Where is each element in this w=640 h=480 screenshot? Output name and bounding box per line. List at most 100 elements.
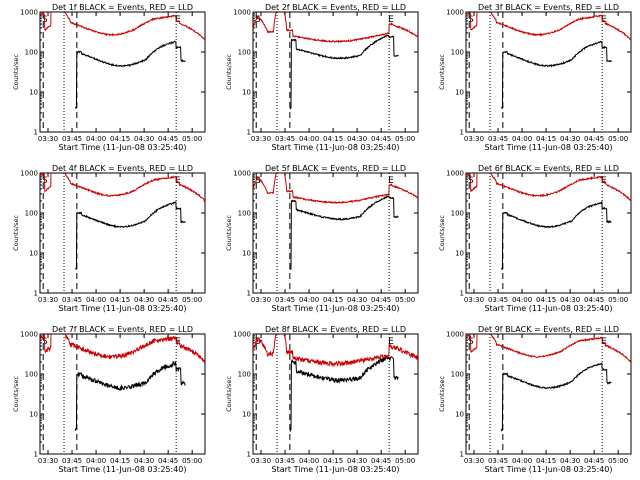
x-axis-label: Start Time (11-Jun-08 03:25:40) [272, 304, 400, 313]
lld-series-line [466, 334, 631, 363]
x-axis-label: Start Time (11-Jun-08 03:25:40) [272, 465, 400, 474]
x-tick-label: 04:45 [371, 135, 391, 143]
y-tick-label: 100 [238, 210, 251, 218]
panel-title: Det 2f BLACK = Events, RED = LLD [265, 3, 406, 12]
x-tick-label: 05:00 [182, 457, 202, 465]
y-tick-label: 100 [238, 371, 251, 379]
x-tick-label: 04:30 [560, 296, 580, 304]
y-tick-label: 1 [34, 451, 38, 459]
y-tick-label: 100 [451, 210, 464, 218]
x-tick-label: 03:30 [464, 457, 484, 465]
x-axis-label: Start Time (11-Jun-08 03:25:40) [485, 143, 613, 152]
events-series-line [500, 362, 612, 432]
x-tick-label: 04:00 [86, 135, 106, 143]
x-tick-label: 04:45 [158, 457, 178, 465]
plot-frame [252, 11, 419, 133]
y-tick-label: 1 [460, 451, 464, 459]
y-tick-label: 1 [460, 290, 464, 298]
x-tick-label: 03:30 [38, 457, 58, 465]
x-tick-label: 03:30 [464, 296, 484, 304]
x-tick-label: 05:00 [608, 135, 628, 143]
y-tick-label: 10 [242, 89, 251, 97]
x-axis-label: Start Time (11-Jun-08 03:25:40) [272, 143, 400, 152]
y-tick-label: 1000 [20, 9, 38, 17]
panel-title: Det 9f BLACK = Events, RED = LLD [478, 325, 619, 334]
events-series-line [289, 34, 399, 110]
y-tick-label: 100 [451, 371, 464, 379]
panel-det-3: Det 3f BLACK = Events, RED = LLD 03:30 03:… [438, 3, 632, 152]
x-tick-label: 03:30 [251, 135, 271, 143]
panel-det-6: Det 6f BLACK = Events, RED = LLD 03:30 03:… [438, 164, 632, 313]
y-tick-label: 1000 [233, 331, 251, 339]
x-tick-label: 04:00 [299, 457, 319, 465]
x-tick-label: 03:30 [464, 135, 484, 143]
end-marker-label: E [388, 176, 394, 186]
events-series-line [75, 40, 186, 110]
panel-det-9: Det 9f BLACK = Events, RED = LLD 03:30 03:… [438, 325, 632, 474]
y-axis-label: Counts/sec [12, 215, 20, 251]
x-tick-label: 03:45 [275, 296, 295, 304]
y-tick-label: 10 [455, 250, 464, 258]
x-tick-label: 04:30 [560, 135, 580, 143]
plot-frame [465, 172, 632, 294]
plot-frame [252, 172, 419, 294]
y-tick-label: 100 [25, 371, 38, 379]
panel-det-8: Det 8f BLACK = Events, RED = LLD 03:30 03:… [225, 325, 419, 474]
x-tick-label: 04:15 [323, 296, 343, 304]
x-tick-label: 05:00 [608, 457, 628, 465]
end-marker-label: E [175, 15, 181, 25]
x-tick-label: 03:45 [62, 296, 82, 304]
x-tick-label: 04:00 [86, 457, 106, 465]
x-axis-label: Start Time (11-Jun-08 03:25:40) [485, 304, 613, 313]
lld-series-line [40, 173, 205, 203]
events-series-line [289, 355, 399, 433]
y-tick-label: 1000 [446, 331, 464, 339]
lld-series-line [253, 173, 418, 205]
panel-title: Det 7f BLACK = Events, RED = LLD [52, 325, 193, 334]
events-series-line [74, 201, 186, 270]
y-tick-label: 1 [247, 290, 251, 298]
end-marker-label: E [388, 15, 394, 25]
y-axis-label: Counts/sec [12, 54, 20, 90]
panel-det-2: Det 2f BLACK = Events, RED = LLD 03:30 03:… [225, 3, 419, 152]
x-tick-label: 05:00 [395, 135, 415, 143]
y-tick-label: 1000 [20, 331, 38, 339]
y-tick-label: 1000 [446, 170, 464, 178]
y-axis-label: Counts/sec [225, 376, 233, 412]
y-tick-label: 10 [29, 250, 38, 258]
plot-frame [39, 172, 206, 294]
x-tick-label: 04:30 [134, 296, 154, 304]
x-tick-label: 03:30 [251, 457, 271, 465]
end-marker-label: E [388, 337, 394, 347]
y-tick-label: 100 [25, 210, 38, 218]
x-tick-label: 04:30 [347, 457, 367, 465]
panel-det-7: Det 7f BLACK = Events, RED = LLD 03:30 03:… [12, 325, 206, 474]
lld-series-line [253, 12, 418, 44]
x-tick-label: 04:00 [299, 135, 319, 143]
x-tick-label: 04:45 [371, 457, 391, 465]
y-tick-label: 1 [34, 290, 38, 298]
lld-series-line [466, 173, 631, 202]
x-axis-label: Start Time (11-Jun-08 03:25:40) [485, 465, 613, 474]
x-axis-label: Start Time (11-Jun-08 03:25:40) [59, 465, 187, 474]
panel-det-4: Det 4f BLACK = Events, RED = LLD 03:30 03:… [12, 164, 206, 313]
y-axis-label: Counts/sec [225, 215, 233, 251]
events-series-line [500, 40, 612, 109]
y-tick-label: 1000 [233, 170, 251, 178]
x-tick-label: 04:15 [110, 135, 130, 143]
x-tick-label: 03:45 [488, 296, 508, 304]
x-tick-label: 05:00 [608, 296, 628, 304]
x-tick-label: 04:00 [512, 457, 532, 465]
x-tick-label: 04:30 [134, 457, 154, 465]
x-tick-label: 04:45 [371, 296, 391, 304]
plot-frame [39, 11, 206, 133]
y-tick-label: 1000 [20, 170, 38, 178]
y-tick-label: 10 [242, 250, 251, 258]
x-tick-label: 04:00 [86, 296, 106, 304]
plot-frame [39, 333, 206, 455]
x-tick-label: 03:45 [275, 457, 295, 465]
x-tick-label: 04:45 [584, 457, 604, 465]
panel-title: Det 6f BLACK = Events, RED = LLD [478, 164, 619, 173]
y-tick-label: 100 [25, 49, 38, 57]
